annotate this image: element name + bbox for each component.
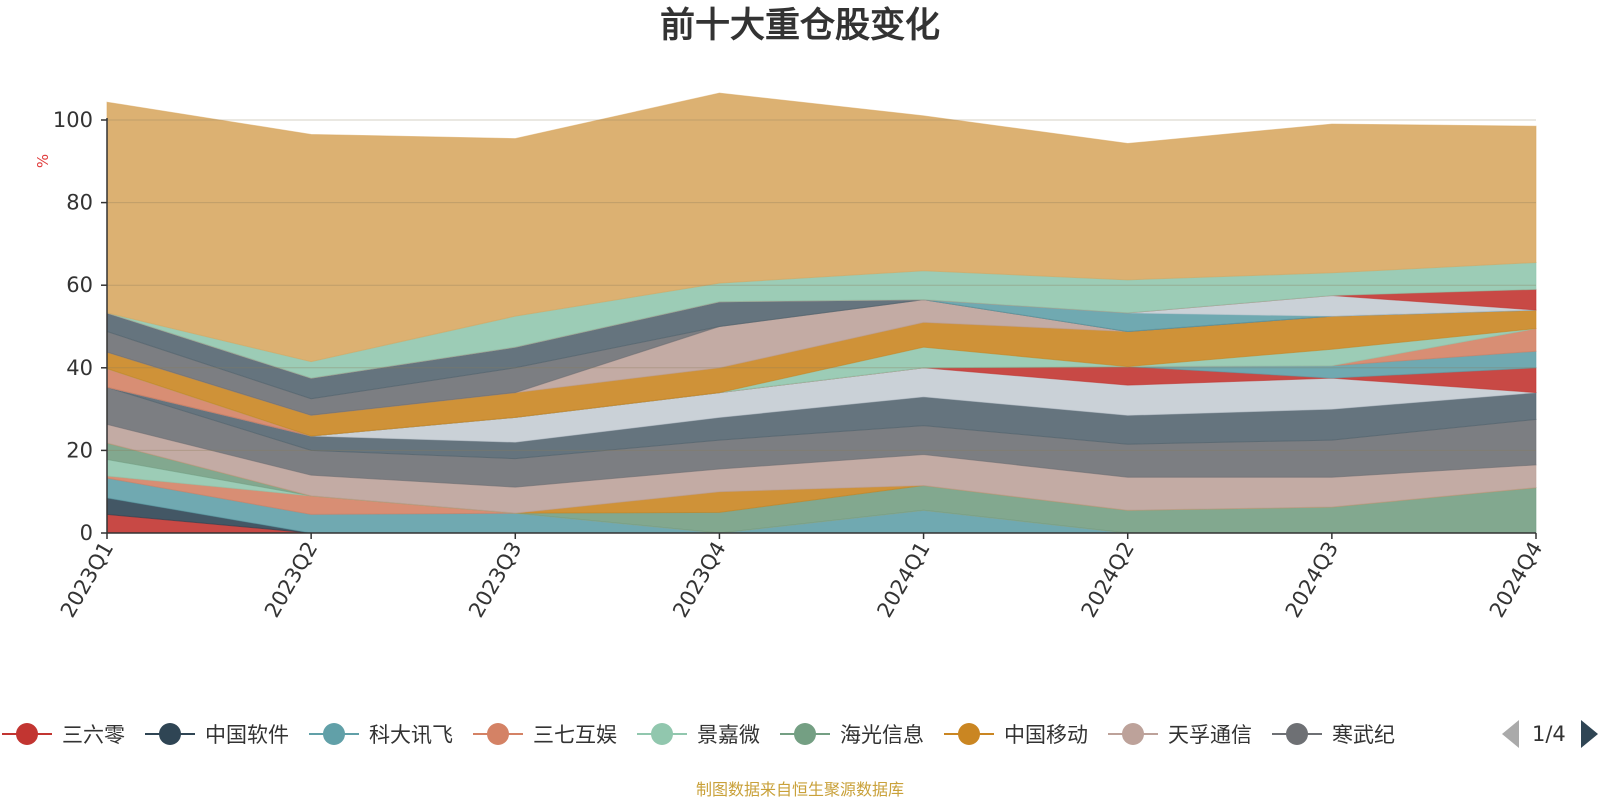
y-tick-label: 20: [66, 438, 93, 462]
legend-marker: [1286, 723, 1308, 745]
y-tick-label: 0: [80, 521, 93, 545]
legend-label: 海光信息: [840, 723, 924, 747]
legend-label: 科大讯飞: [369, 723, 453, 747]
x-tick-label: 2024Q2: [1077, 538, 1139, 622]
legend-label: 三七互娱: [533, 723, 617, 747]
x-tick-label: 2023Q1: [56, 538, 118, 622]
legend-item[interactable]: 海光信息: [780, 723, 924, 747]
y-axis-unit-label: %: [34, 154, 52, 168]
x-tick-label: 2023Q2: [260, 538, 322, 622]
area-series-23[interactable]: [106, 92, 1537, 363]
area-series-layer: [106, 92, 1537, 534]
legend-marker: [323, 723, 345, 745]
x-tick-label: 2024Q1: [872, 538, 934, 622]
legend-item[interactable]: 三七互娱: [473, 723, 617, 747]
triangle-right-icon[interactable]: [1581, 720, 1598, 748]
legend-item[interactable]: 中国移动: [944, 723, 1088, 747]
x-tick-labels: 2023Q1 2023Q2 2023Q3 2023Q4 2024Q1 2024Q2 2024…: [56, 538, 1547, 622]
legend-label: 天孚通信: [1168, 723, 1252, 747]
legend-item[interactable]: 三六零: [2, 723, 125, 747]
triangle-left-icon[interactable]: [1502, 720, 1519, 748]
legend-label: 三六零: [62, 723, 125, 747]
chart-title: 前十大重仓股变化: [660, 6, 940, 46]
legend-marker: [958, 723, 980, 745]
legend-item[interactable]: 天孚通信: [1108, 723, 1252, 747]
legend-label: 景嘉微: [697, 723, 760, 747]
legend-page-indicator: 1/4: [1532, 722, 1566, 746]
x-tick-label: 2024Q4: [1485, 538, 1547, 622]
x-tick-label: 2023Q3: [464, 538, 526, 622]
legend-marker: [651, 723, 673, 745]
legend-item[interactable]: 科大讯飞: [309, 723, 453, 747]
legend-marker: [1122, 723, 1144, 745]
y-tick-labels: 0 20 40 60 80 100: [53, 108, 93, 545]
legend-marker: [159, 723, 181, 745]
legend-marker: [794, 723, 816, 745]
legend-item[interactable]: 景嘉微: [637, 723, 760, 747]
legend-marker: [16, 723, 38, 745]
y-tick-label: 80: [66, 191, 93, 215]
legend-label: 中国软件: [205, 723, 289, 747]
y-tick-label: 100: [53, 108, 93, 132]
x-tick-label: 2024Q3: [1281, 538, 1343, 622]
y-tick-label: 60: [66, 273, 93, 297]
y-tick-label: 40: [66, 356, 93, 380]
grid-lines: [107, 119, 1536, 451]
legend-label: 中国移动: [1004, 723, 1088, 747]
axes: [101, 118, 1537, 539]
legend-item[interactable]: 寒武纪: [1272, 723, 1395, 747]
legend-pager: 1/4: [1502, 720, 1598, 748]
data-source-note: 制图数据来自恒生聚源数据库: [696, 780, 904, 799]
legend: 三六零 中国软件 科大讯飞 三七互娱 景嘉微 海光信息 中国移动 天孚通信 寒武纪: [2, 723, 1395, 747]
legend-marker: [487, 723, 509, 745]
legend-item[interactable]: 中国软件: [145, 723, 289, 747]
legend-label: 寒武纪: [1332, 723, 1395, 747]
x-tick-label: 2023Q4: [668, 538, 730, 622]
